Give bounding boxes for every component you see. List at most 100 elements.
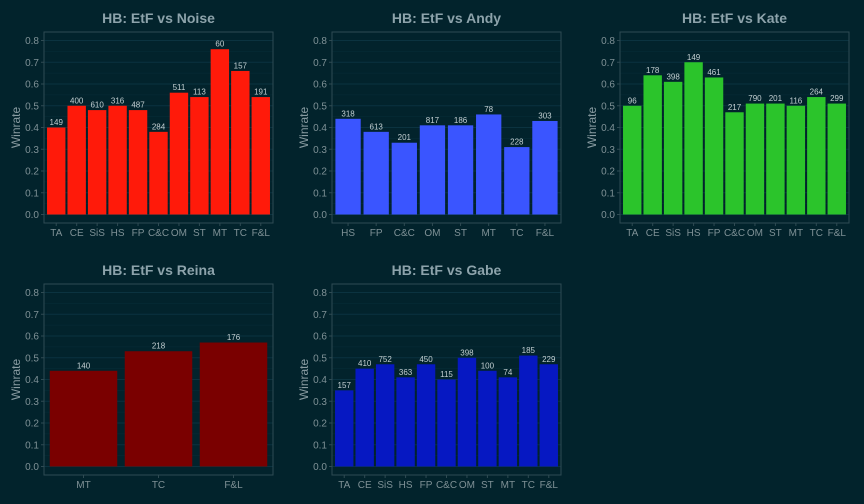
x-tick-label: F&L <box>224 480 243 491</box>
y-tick-label: 0.1 <box>25 440 39 451</box>
bar-FP <box>363 131 389 215</box>
bar-TC <box>231 70 250 215</box>
x-tick-label: TC <box>152 480 165 491</box>
chart-panel-1: HB: EtF vs Andy Winrate 0.0 0.1 0.2 0.3 0.4 0.5… <box>297 10 562 239</box>
x-tick-label: C&C <box>724 228 745 239</box>
y-tick-label: 0.6 <box>313 80 327 91</box>
bar-MT <box>49 370 118 467</box>
y-tick-label: 0.4 <box>313 123 327 134</box>
y-tick-label: 0.5 <box>313 101 327 112</box>
bar-SiS <box>663 81 683 215</box>
y-tick-label: 0.1 <box>25 188 39 199</box>
data-label: 398 <box>460 348 474 357</box>
x-tick-label: ST <box>481 480 494 491</box>
bar-TC <box>124 351 193 467</box>
data-label: 201 <box>398 133 412 142</box>
bar-ST <box>478 370 497 467</box>
data-label: 74 <box>503 368 512 377</box>
data-label: 613 <box>370 122 384 131</box>
y-tick-label: 0.2 <box>313 419 327 430</box>
y-tick-label: 0.8 <box>601 36 615 47</box>
x-tick-label: TC <box>234 228 247 239</box>
x-tick-label: TA <box>338 480 350 491</box>
data-label: 318 <box>341 109 355 118</box>
chart-title: HB: EtF vs Gabe <box>392 262 502 278</box>
y-tick-label: 0.2 <box>601 167 615 178</box>
data-label: 303 <box>538 111 552 120</box>
bar-TA <box>47 127 66 215</box>
y-tick-label: 0.0 <box>25 462 39 473</box>
data-label: 157 <box>234 61 248 70</box>
x-tick-label: HS <box>687 228 701 239</box>
data-label: 218 <box>152 342 166 351</box>
chart-panel-0: HB: EtF vs Noise Winrate 0.0 0.1 0.2 0.3 0.4 0.… <box>9 10 274 239</box>
panel-border <box>619 31 850 224</box>
chart-panel-4: HB: EtF vs Gabe Winrate 0.0 0.1 0.2 0.3 0.4 0.5… <box>297 262 562 491</box>
bar-TC <box>519 355 538 467</box>
x-tick-label: TC <box>522 480 535 491</box>
data-label: 790 <box>748 94 762 103</box>
data-label: 228 <box>510 138 524 147</box>
bar-C&C <box>391 142 417 215</box>
x-tick-label: HS <box>341 228 355 239</box>
data-label: 113 <box>193 88 206 97</box>
x-tick-label: F&L <box>536 228 555 239</box>
data-label: 149 <box>687 53 701 62</box>
chart-title: HB: EtF vs Kate <box>682 10 787 26</box>
y-tick-label: 0.6 <box>25 80 39 91</box>
y-tick-label: 0.8 <box>313 288 327 299</box>
y-tick-label: 0.2 <box>25 167 39 178</box>
y-tick-label: 0.5 <box>25 353 39 364</box>
y-tick-label: 0.6 <box>601 80 615 91</box>
x-tick-label: HS <box>111 228 125 239</box>
y-axis-label: Winrate <box>9 107 23 149</box>
y-axis-label: Winrate <box>9 359 23 401</box>
x-tick-label: HS <box>399 480 413 491</box>
bar-F&L <box>251 97 270 215</box>
data-label: 487 <box>131 101 145 110</box>
bar-MT <box>210 49 230 215</box>
y-tick-label: 0.7 <box>313 310 327 321</box>
data-label: 100 <box>481 361 495 370</box>
data-label: 60 <box>215 40 224 49</box>
data-label: 461 <box>707 68 721 77</box>
y-tick-label: 0.1 <box>601 188 615 199</box>
data-label: 78 <box>484 105 493 114</box>
y-tick-label: 0.5 <box>601 101 615 112</box>
x-tick-label: OM <box>747 228 763 239</box>
bar-CE <box>67 105 86 215</box>
bar-HS <box>108 105 127 215</box>
x-tick-label: SiS <box>665 228 681 239</box>
bar-TC <box>807 97 826 215</box>
y-tick-label: 0.2 <box>25 419 39 430</box>
data-label: 363 <box>399 368 413 377</box>
y-tick-label: 0.8 <box>25 288 39 299</box>
data-label: 157 <box>338 381 352 390</box>
data-label: 217 <box>728 103 742 112</box>
x-tick-label: TC <box>510 228 523 239</box>
data-label: 450 <box>419 355 433 364</box>
x-tick-label: MT <box>501 480 515 491</box>
data-label: 284 <box>152 122 166 131</box>
x-tick-label: ST <box>769 228 782 239</box>
bar-C&C <box>725 112 744 215</box>
bar-OM <box>419 125 446 215</box>
y-tick-label: 0.0 <box>313 210 327 221</box>
x-tick-label: TA <box>626 228 638 239</box>
y-tick-label: 0.4 <box>313 375 327 386</box>
x-tick-label: TA <box>50 228 62 239</box>
data-label: 316 <box>111 96 125 105</box>
bar-HS <box>684 62 703 215</box>
x-tick-label: FP <box>420 480 433 491</box>
bar-OM <box>169 92 189 215</box>
x-tick-label: SiS <box>377 480 393 491</box>
x-tick-label: CE <box>70 228 84 239</box>
data-label: 299 <box>830 94 844 103</box>
x-tick-label: C&C <box>148 228 169 239</box>
y-tick-label: 0.3 <box>313 145 327 156</box>
x-tick-label: ST <box>454 228 467 239</box>
x-tick-label: MT <box>213 228 227 239</box>
data-label: 186 <box>454 116 468 125</box>
y-tick-label: 0.8 <box>313 36 327 47</box>
data-label: 752 <box>378 355 392 364</box>
